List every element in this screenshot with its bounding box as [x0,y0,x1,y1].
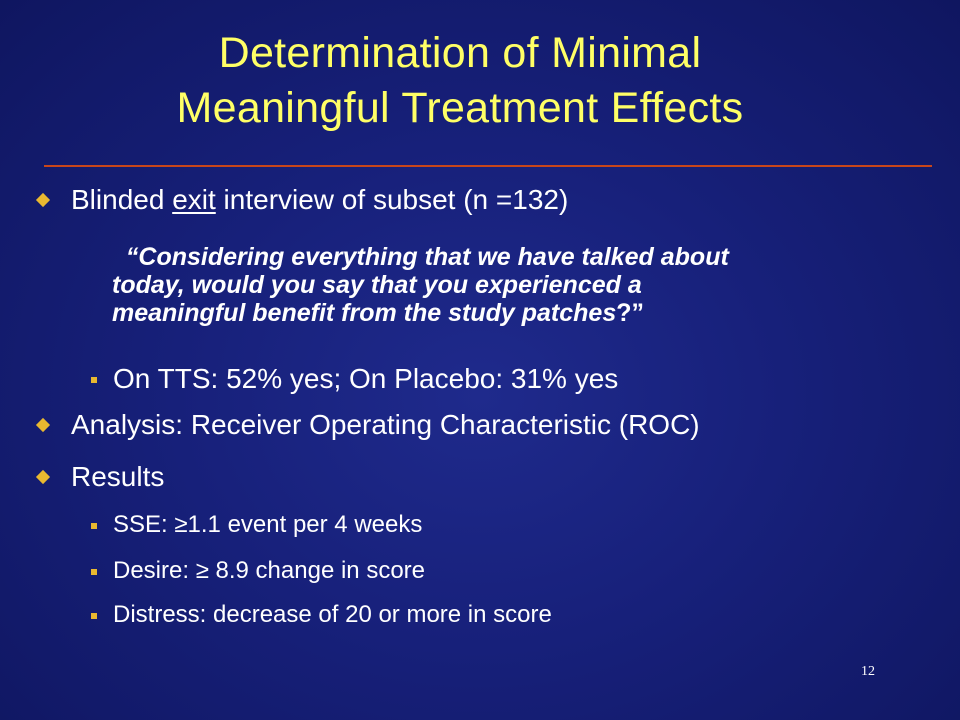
diamond-bullet-icon [35,417,51,433]
result-text: Desire: ≥ 8.9 change in score [113,557,425,584]
square-bullet-icon [91,523,97,529]
bullet-text: Analysis: Receiver Operating Characteris… [71,409,700,440]
interview-quote: “Considering everything that we have tal… [112,243,872,327]
title-line-1: Determination of Minimal [218,29,702,77]
quote-line-1: “Considering everything that we have tal… [125,243,729,271]
quote-line-2: today, would you say that you experience… [112,271,642,299]
diamond-bullet-icon [35,469,51,485]
result-text: SSE: ≥1.1 event per 4 weeks [113,511,423,538]
diamond-bullet-icon [35,192,51,208]
bullet-text: Blinded exit interview of subset (n =132… [71,184,569,215]
bullet-text: Results [71,461,165,492]
square-bullet-icon [91,377,97,383]
title-line-2: Meaningful Treatment Effects [176,84,744,132]
sub-bullet-text: On TTS: 52% yes; On Placebo: 31% yes [113,363,619,394]
underlined-word: exit [172,184,216,215]
title-divider [44,165,932,167]
page-number: 12 [861,664,875,679]
result-text: Distress: decrease of 20 or more in scor… [113,601,552,628]
slide-title: Determination of Minimal Meaningful Trea… [0,26,920,136]
quote-line-3: meaningful benefit from the study patche… [112,299,645,327]
square-bullet-icon [91,569,97,575]
square-bullet-icon [91,613,97,619]
